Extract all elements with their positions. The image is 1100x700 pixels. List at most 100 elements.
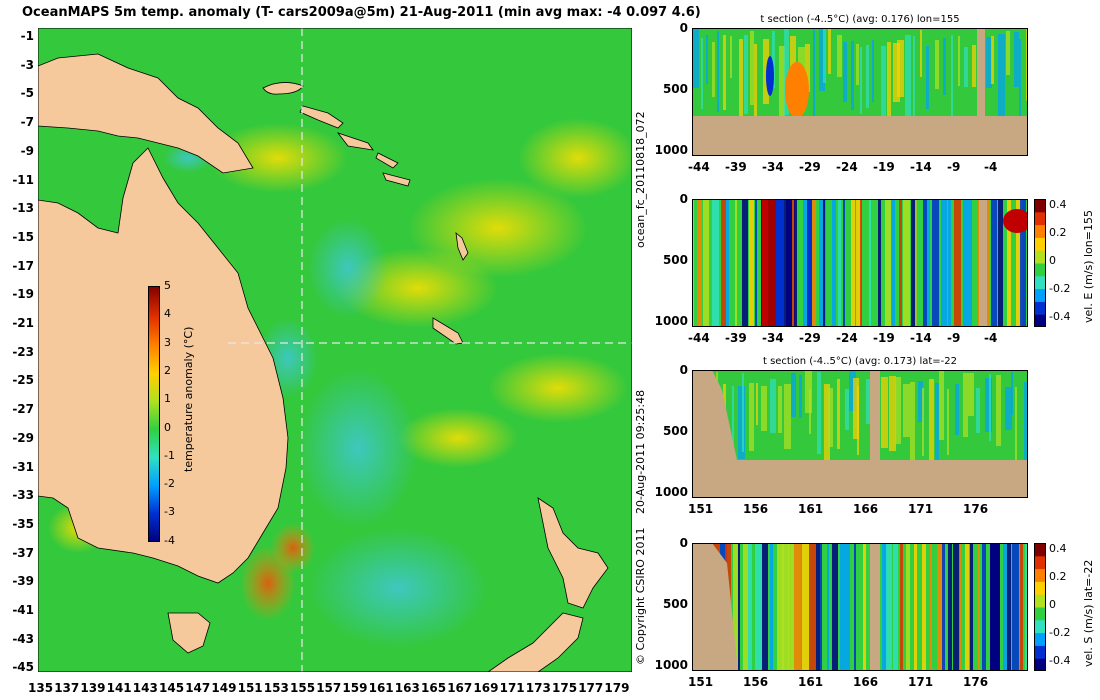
section-x-tick: 171 [908, 675, 934, 689]
section-x-tick: -24 [836, 160, 858, 174]
nz-north [537, 497, 609, 609]
australia [38, 147, 289, 584]
section-y-tick: 0 [679, 363, 688, 377]
lat-tick-label: -37 [12, 545, 34, 560]
velocity-colorbar [1034, 543, 1046, 671]
lat-tick-label: -43 [12, 631, 34, 646]
lon-tick-label: 147 [185, 681, 211, 695]
section-x-tick: -19 [873, 331, 895, 345]
section-plot[interactable] [692, 370, 1028, 498]
section-y-tick: 500 [662, 424, 688, 438]
vanuatu [455, 232, 469, 261]
lon-tick-label: 135 [28, 681, 54, 695]
section-x-tick: -9 [947, 331, 961, 345]
lat-tick-label: -1 [20, 29, 34, 43]
section-x-tick: -4 [984, 160, 998, 174]
section-x-tick: -14 [910, 160, 932, 174]
section-x-tick: 161 [798, 675, 824, 689]
section-x-tick: -34 [762, 160, 784, 174]
colorbar-tick-label: 2 [164, 363, 171, 377]
section-plot[interactable] [692, 543, 1028, 671]
section-x-tick: -19 [873, 160, 895, 174]
section-x-tick: -39 [725, 160, 747, 174]
run-id-label: ocean_fc_20110818_072 [634, 111, 647, 248]
velocity-side-label: vel. S (m/s) lat=-22 [1082, 559, 1095, 667]
colorbar-tick-label: -2 [164, 477, 175, 491]
lat-tick-label: -7 [20, 115, 34, 130]
velocity-colorbar-tick: 0.4 [1049, 542, 1067, 555]
lat-tick-label: -3 [20, 57, 34, 72]
section-y-tick: 0 [679, 21, 688, 35]
lon-tick-label: 149 [211, 681, 237, 695]
lat-tick-label: -25 [12, 373, 34, 388]
lon-tick-label: 157 [316, 681, 342, 695]
run-time-label: 20-Aug-2011 09:25:48 [634, 389, 647, 514]
colorbar-tick-label: -4 [164, 533, 175, 547]
temperature-anomaly-map[interactable] [38, 28, 632, 672]
lon-tick-label: 161 [368, 681, 394, 695]
lon-tick-label: 137 [54, 681, 80, 695]
lon-tick-label: 177 [578, 681, 604, 695]
section-x-tick: 166 [853, 675, 879, 689]
lat-tick-label: -27 [12, 402, 34, 417]
section-x-tick: -14 [910, 331, 932, 345]
lon-tick-label: 175 [552, 681, 578, 695]
lon-tick-label: 159 [342, 681, 368, 695]
section-y-tick: 1000 [654, 485, 688, 499]
map-title: OceanMAPS 5m temp. anomaly (T- cars2009a… [22, 5, 701, 20]
section-y-tick: 500 [662, 253, 688, 267]
velocity-colorbar-tick: -0.4 [1049, 654, 1071, 667]
velocity-colorbar-tick: 0 [1049, 254, 1056, 267]
velocity-colorbar [1034, 199, 1046, 327]
section-x-tick: 151 [688, 502, 714, 516]
section-x-tick: 161 [798, 502, 824, 516]
section-plot[interactable] [692, 199, 1028, 327]
section-x-tick: -9 [947, 160, 961, 174]
colorbar-tick-label: 4 [164, 307, 171, 321]
new-ireland [299, 105, 344, 129]
lon-tick-label: 151 [237, 681, 263, 695]
colorbar-tick-label: -1 [164, 448, 175, 462]
section-x-tick: -4 [984, 331, 998, 345]
velocity-colorbar-tick: -0.2 [1049, 282, 1071, 295]
lon-tick-label: 143 [132, 681, 158, 695]
section-x-tick: 176 [963, 675, 989, 689]
colorbar-label: temperature anomaly (°C) [182, 326, 195, 472]
new-britain [262, 82, 304, 95]
lon-tick-label: 169 [473, 681, 499, 695]
lat-tick-label: -33 [12, 488, 34, 503]
lat-tick-label: -45 [12, 660, 34, 675]
section-y-tick: 0 [679, 192, 688, 206]
lat-tick-label: -41 [12, 603, 34, 617]
lat-tick-label: -19 [12, 287, 34, 302]
section-x-tick: -34 [762, 331, 784, 345]
lat-tick-label: -11 [12, 172, 34, 187]
velocity-colorbar-tick: -0.2 [1049, 626, 1071, 639]
lat-tick-label: -21 [12, 316, 34, 330]
lat-tick-label: -15 [12, 229, 34, 244]
lat-tick-label: -35 [12, 516, 34, 531]
section-title: t section (-4..5°C) (avg: 0.176) lon=155 [760, 14, 960, 25]
section-y-tick: 0 [679, 536, 688, 550]
section-y-tick: 1000 [654, 143, 688, 157]
section-x-tick: 171 [908, 502, 934, 516]
section-x-tick: -44 [688, 160, 710, 174]
land [38, 53, 609, 672]
lon-tick-label: 167 [447, 681, 473, 695]
colorbar-tick-label: 3 [164, 335, 171, 349]
lon-tick-label: 153 [263, 681, 289, 695]
new-guinea [38, 53, 254, 174]
lat-tick-label: -23 [12, 344, 34, 359]
section-y-tick: 500 [662, 597, 688, 611]
section-plot[interactable] [692, 28, 1028, 156]
velocity-colorbar-tick: 0.4 [1049, 198, 1067, 211]
solomon-3 [382, 172, 411, 187]
copyright-label: © Copyright CSIRO 2011 [634, 527, 647, 665]
new-caledonia [432, 317, 464, 345]
section-x-tick: -29 [799, 160, 821, 174]
lon-tick-label: 165 [421, 681, 447, 695]
nz-south [487, 612, 584, 672]
section-x-tick: 151 [688, 675, 714, 689]
velocity-colorbar-tick: 0 [1049, 598, 1056, 611]
velocity-colorbar-tick: -0.4 [1049, 310, 1071, 323]
